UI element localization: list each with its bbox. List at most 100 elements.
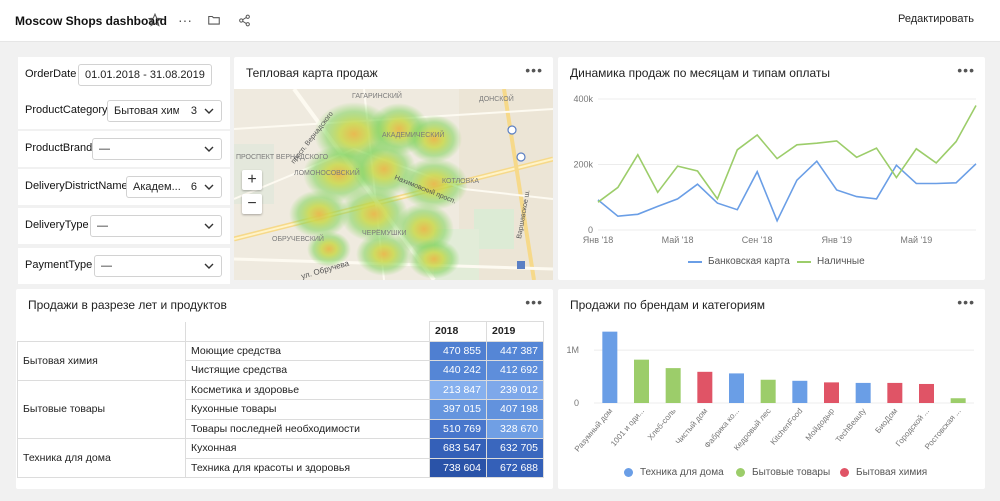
metro-icon	[507, 125, 517, 135]
bar-chart-card: Продажи по брендам и категориям ••• 0 1M Р…	[558, 289, 985, 489]
x-tick-label: БиоДом	[873, 407, 899, 435]
chevron-down-icon	[204, 223, 214, 229]
x-tick-label: Сен '18	[742, 235, 773, 245]
category-cell: Техника для дома	[17, 438, 186, 478]
product-category-select[interactable]: Бытовая хим... 3	[107, 100, 222, 122]
order-date-input[interactable]: 01.01.2018 - 31.08.2019	[78, 64, 212, 86]
filter-label: PaymentType	[25, 259, 93, 271]
value-cell: 683 547	[429, 438, 487, 459]
map-label: ГАГАРИНСКИЙ	[352, 91, 402, 100]
x-tick-label: Хлеб-соль	[646, 407, 678, 443]
legend-item-cash[interactable]: Наличные	[797, 256, 865, 267]
line-chart-card: Динамика продаж по месяцам и типам оплат…	[558, 57, 985, 280]
delivery-type-select[interactable]: —	[90, 215, 222, 237]
folder-icon[interactable]	[204, 10, 224, 30]
legend-label: Бытовые товары	[752, 467, 831, 478]
y-tick-label: 400k	[573, 94, 593, 104]
chevron-down-icon	[204, 263, 214, 269]
legend-dot-icon	[840, 468, 849, 477]
payment-type-select[interactable]: —	[94, 255, 222, 277]
line-chart-title: Динамика продаж по месяцам и типам оплат…	[570, 66, 830, 80]
more-menu-icon[interactable]: •••	[525, 62, 543, 78]
map-label: ЛОМОНОСОВСКИЙ	[294, 168, 360, 177]
selected-count: 6	[190, 181, 197, 193]
product-cell: Техника для красоты и здоровья	[185, 457, 430, 478]
value-cell: 440 242	[429, 360, 487, 381]
value-cell: 328 670	[486, 418, 544, 439]
legend-dot-icon	[624, 468, 633, 477]
table-row: Техника для красоты и здоровья 738 604 6…	[18, 457, 544, 478]
metro-icon	[516, 152, 526, 162]
bar	[729, 373, 744, 403]
x-tick-label: Мойдодыр	[804, 406, 837, 442]
table-row: Чистящие средства 440 242 412 692	[18, 360, 544, 381]
x-tick-label: Разумный дом	[573, 407, 615, 454]
filter-value: —	[99, 143, 110, 155]
more-menu-icon[interactable]: •••	[957, 294, 975, 310]
dashboard-header: Moscow Shops dashboard ··· Редактировать	[0, 0, 1000, 42]
bar	[602, 331, 618, 403]
series-line	[597, 159, 977, 223]
legend-label: Наличные	[817, 256, 865, 267]
filter-value: Бытовая хим...	[114, 105, 179, 117]
heatmap-title: Тепловая карта продаж	[246, 66, 378, 80]
star-icon[interactable]	[145, 10, 165, 30]
dashboard-title: Moscow Shops dashboard	[15, 14, 168, 28]
value-cell: 738 604	[429, 457, 487, 478]
product-brand-select[interactable]: —	[92, 138, 222, 160]
value-cell: 397 015	[429, 399, 487, 420]
value-cell: 412 692	[486, 360, 544, 381]
product-cell: Кухонная	[185, 438, 430, 459]
filter-value: —	[101, 260, 112, 272]
filter-payment-type: PaymentType —	[18, 248, 230, 284]
bar	[919, 383, 934, 403]
bar	[855, 382, 871, 403]
filter-delivery-type: DeliveryType —	[18, 208, 230, 244]
bar	[697, 371, 713, 403]
share-icon[interactable]	[234, 10, 254, 30]
delivery-district-select[interactable]: Академ... 6	[126, 176, 222, 198]
table-row: Товары последней необходимости 510 769 3…	[18, 418, 544, 439]
bar	[665, 368, 681, 403]
zoom-in-button[interactable]: +	[242, 170, 262, 190]
x-tick-label: 1001 и оди...	[609, 407, 646, 449]
filter-delivery-district: DeliveryDistrictName Академ... 6	[18, 169, 230, 205]
more-menu-icon[interactable]: •••	[957, 62, 975, 78]
table-title: Продажи в разрезе лет и продуктов	[28, 298, 227, 312]
table-row: Бытовые товары Косметика и здоровье 213 …	[17, 379, 544, 439]
x-tick-label: Чистый дом	[674, 407, 710, 447]
bar-chart-title: Продажи по брендам и категориям	[570, 298, 765, 312]
filter-product-brand: ProductBrand —	[18, 131, 230, 167]
table-row: Бытовая химия Моющие средства 470 855 44…	[17, 340, 544, 381]
zoom-out-button[interactable]: −	[242, 194, 262, 214]
value-cell: 510 769	[429, 418, 487, 439]
more-icon[interactable]: ···	[178, 12, 192, 28]
filter-label: ProductBrand	[25, 142, 93, 154]
filter-label: ProductCategory	[25, 104, 108, 116]
map-label: ДОНСКОЙ	[479, 94, 514, 103]
y-tick-label: 1M	[566, 345, 579, 355]
legend-item-chemicals[interactable]: Бытовая химия	[840, 467, 927, 478]
map-label: ОБРУЧЕВСКИЙ	[272, 234, 324, 243]
y-tick-label: 0	[574, 398, 579, 408]
value-cell: 213 847	[429, 379, 487, 400]
column-header-2018[interactable]: 2018	[429, 321, 487, 342]
edit-button[interactable]: Редактировать	[898, 13, 974, 25]
legend-item-home-tech[interactable]: Техника для дома	[624, 467, 724, 478]
product-cell: Кухонные товары	[185, 399, 430, 420]
more-menu-icon[interactable]: •••	[525, 294, 543, 310]
heatmap-map[interactable]: ГАГАРИНСКИЙ АКАДЕМИЧЕСКИЙ ДОНСКОЙ ПРОСПЕ…	[234, 89, 553, 280]
column-header-2019[interactable]: 2019	[486, 321, 544, 342]
category-cell: Бытовые товары	[17, 379, 186, 439]
product-cell: Товары последней необходимости	[185, 418, 430, 439]
legend-item-household[interactable]: Бытовые товары	[736, 467, 830, 478]
y-tick-label: 0	[588, 225, 593, 235]
value-cell: 407 198	[486, 399, 544, 420]
bar	[950, 398, 966, 403]
legend-label: Бытовая химия	[856, 467, 928, 478]
selected-count: 3	[190, 105, 197, 117]
y-tick-label: 200k	[573, 160, 593, 170]
legend-item-card[interactable]: Банковская карта	[688, 256, 790, 267]
filter-value: —	[97, 220, 108, 232]
